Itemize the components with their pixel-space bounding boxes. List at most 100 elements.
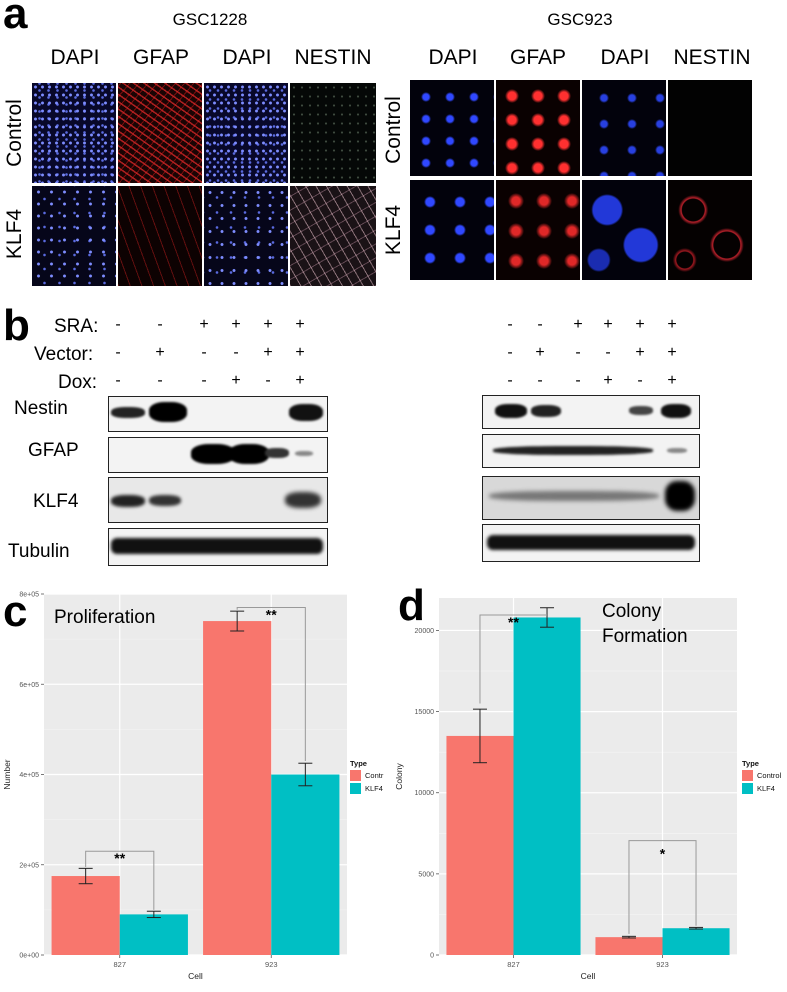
sign-left-vector-2: +	[155, 344, 165, 361]
panel-letter-c: c	[3, 587, 28, 636]
y-tick-label: 0	[430, 953, 434, 960]
chart-title-colony-line2: Formation	[602, 626, 688, 647]
sign-right-vector-4: -	[605, 344, 611, 361]
column-header-gfap-2: GFAP	[509, 46, 567, 69]
bar-klf4-827	[513, 617, 581, 955]
sign-right-vector-3: -	[575, 344, 581, 361]
micrograph-gsc1228-klf4-gfap	[118, 186, 202, 286]
row-label-control-2: Control	[382, 96, 405, 164]
sign-right-vector-6: +	[667, 344, 677, 361]
chart-title-colony-line1: Colony	[602, 601, 662, 622]
column-header-nestin-1: NESTIN	[294, 46, 372, 69]
blot-klf4-right	[482, 476, 700, 520]
sign-right-vector-2: +	[535, 344, 545, 361]
group-title-gsc1228: GSC1228	[172, 10, 248, 29]
legend-label-0: Control	[757, 771, 782, 780]
y-axis-title: Colony	[394, 763, 404, 790]
sign-left-sra-4: +	[231, 316, 241, 333]
bar-contr-923	[203, 621, 272, 955]
column-header-dapi-4: DAPI	[600, 46, 650, 69]
legend-swatch-0	[742, 770, 753, 781]
blot-label-tubulin: Tubulin	[8, 541, 70, 562]
sign-right-dox-1: -	[507, 372, 513, 389]
micrograph-gsc923-klf4-nestin	[668, 180, 752, 280]
bar-klf4-923	[271, 774, 340, 955]
micrograph-gsc923-control-gfap	[496, 80, 580, 176]
legend-label-1: KLF4	[757, 784, 775, 793]
bar-klf4-827	[119, 914, 188, 955]
sign-right-dox-5: -	[637, 372, 643, 389]
sign-right-vector-1: -	[507, 344, 513, 361]
micrograph-gsc1228-control-gfap	[118, 83, 202, 183]
y-tick-label: 5000	[418, 871, 434, 878]
sign-left-dox-6: +	[295, 372, 305, 389]
sign-left-vector-4: -	[233, 344, 239, 361]
sign-left-dox-4: +	[231, 372, 241, 389]
sign-left-sra-5: +	[263, 316, 273, 333]
micrograph-gsc923-klf4-dapi	[410, 180, 494, 280]
x-tick-label: 923	[265, 960, 278, 969]
sign-right-sra-2: -	[537, 316, 543, 333]
sign-left-sra-3: +	[199, 316, 209, 333]
sign-left-vector-1: -	[115, 344, 121, 361]
sign-left-sra-1: -	[115, 316, 121, 333]
legend-title: Type	[742, 759, 759, 768]
blot-tubulin-left	[108, 528, 328, 566]
significance-bracket	[85, 850, 155, 910]
blot-tubulin-right	[482, 524, 700, 562]
sign-right-sra-6: +	[667, 316, 677, 333]
bar-control-923	[595, 937, 663, 955]
condition-label-vector: Vector:	[34, 344, 94, 365]
sign-left-dox-3: -	[201, 372, 207, 389]
y-tick-label: 20000	[415, 628, 435, 635]
panel-letter-a: a	[3, 0, 28, 38]
row-label-klf4-1: KLF4	[3, 208, 26, 260]
condition-label-dox: Dox:	[58, 372, 98, 393]
legend-swatch-1	[742, 783, 753, 794]
sign-right-dox-2: -	[537, 372, 543, 389]
micrograph-gsc1228-control-dapi-2	[204, 83, 288, 183]
sign-left-vector-3: -	[201, 344, 207, 361]
sign-left-vector-5: +	[263, 344, 273, 361]
micrograph-gsc923-control-dapi	[410, 80, 494, 176]
significance-marker: *	[660, 846, 666, 862]
column-header-nestin-2: NESTIN	[673, 46, 751, 69]
legend-swatch-1	[350, 783, 361, 794]
blot-label-gfap: GFAP	[28, 440, 79, 461]
column-header-dapi-1: DAPI	[50, 46, 100, 69]
bar-klf4-923	[662, 928, 730, 955]
y-tick-label: 2e+05	[19, 862, 39, 869]
column-header-gfap-1: GFAP	[132, 46, 190, 69]
legend-swatch-0	[350, 770, 361, 781]
blot-label-klf4: KLF4	[33, 491, 79, 512]
significance-bracket	[236, 607, 306, 761]
micrograph-gsc1228-klf4-dapi	[32, 186, 116, 286]
significance-marker: **	[114, 850, 125, 866]
y-tick-label: 4e+05	[19, 772, 39, 779]
micrograph-gsc923-klf4-gfap	[496, 180, 580, 280]
micrograph-gsc1228-klf4-nestin	[290, 186, 376, 286]
y-axis-title: Number	[2, 759, 12, 789]
panel-letter-d: d	[398, 581, 425, 630]
panel-letter-b: b	[3, 301, 30, 350]
proliferation-chart: 0e+00 2e+05 4e+05 6e+05 8e+05 827 ** 923 ** Cell N…	[2, 592, 384, 982]
chart-title-proliferation: Proliferation	[54, 607, 156, 628]
y-tick-label: 6e+05	[19, 682, 39, 689]
row-label-klf4-2: KLF4	[382, 204, 405, 256]
blot-gfap-left	[108, 437, 328, 473]
condition-label-sra: SRA:	[54, 316, 99, 337]
x-tick-label: 827	[507, 960, 520, 969]
blot-nestin-left	[108, 396, 328, 432]
blot-klf4-left	[108, 477, 328, 523]
sign-right-sra-4: +	[603, 316, 613, 333]
sign-left-sra-6: +	[295, 316, 305, 333]
sign-left-vector-6: +	[295, 344, 305, 361]
x-axis-title: Cell	[188, 971, 203, 981]
sign-right-vector-5: +	[635, 344, 645, 361]
sign-left-sra-2: -	[157, 316, 163, 333]
sign-right-dox-4: +	[603, 372, 613, 389]
group-title-gsc923: GSC923	[547, 10, 613, 29]
sign-right-sra-1: -	[507, 316, 513, 333]
y-tick-label: 15000	[415, 709, 435, 716]
sign-left-dox-5: -	[265, 372, 271, 389]
